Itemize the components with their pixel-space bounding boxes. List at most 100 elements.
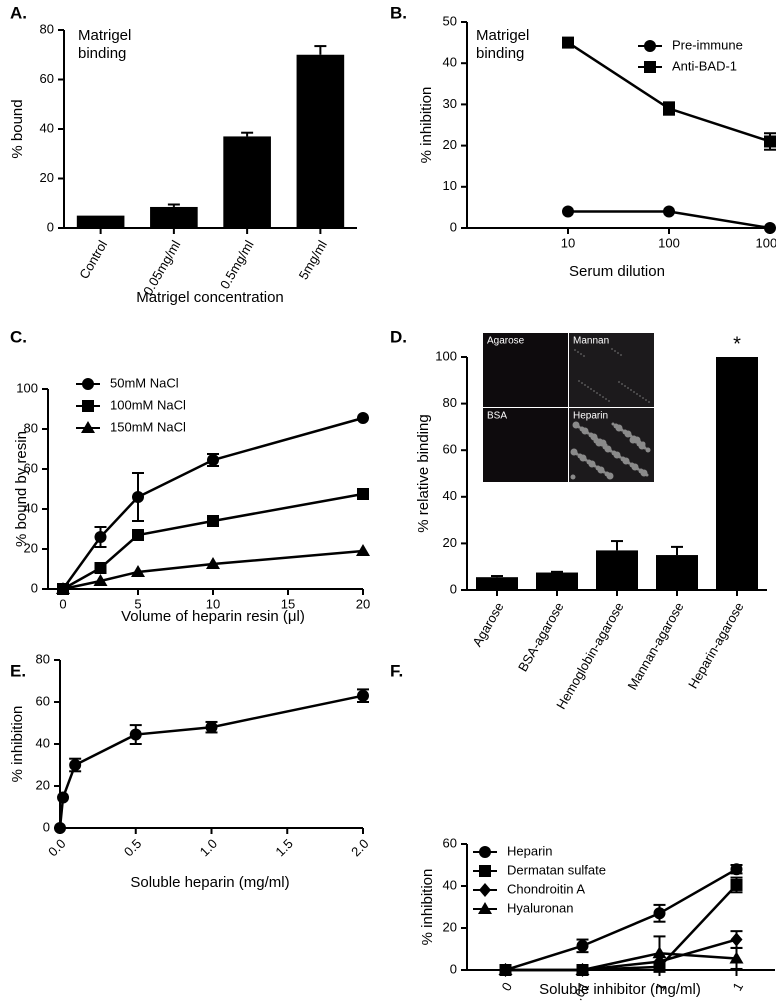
y-tick-label: 0 — [47, 219, 54, 234]
annotation: Matrigel — [78, 27, 131, 44]
x-axis-label: Matrigel concentration — [136, 289, 284, 306]
annotation: binding — [78, 45, 126, 62]
inset-speck — [620, 354, 622, 356]
marker — [132, 529, 144, 541]
marker — [54, 822, 66, 834]
series-line — [58, 694, 364, 829]
x-tick-label: 10 — [206, 596, 220, 611]
x-tick-label: 15 — [281, 596, 295, 611]
y-tick-label: 60 — [443, 835, 457, 850]
legend-label: 50mM NaCl — [110, 375, 179, 390]
y-tick-label: 60 — [443, 442, 457, 457]
x-tick-label: BSA-agarose — [515, 600, 567, 674]
inset-speck — [611, 348, 613, 350]
x-tick-label: Heparin-agarose — [685, 600, 746, 691]
marker — [764, 135, 776, 148]
marker — [357, 689, 369, 702]
inset-speck — [599, 394, 601, 396]
y-axis-label: % bound by resin — [13, 431, 30, 547]
marker — [81, 421, 95, 433]
legend-label: Heparin — [507, 843, 553, 858]
y-tick-label: 0 — [450, 219, 457, 234]
marker — [653, 907, 666, 920]
inset-speck — [617, 352, 619, 354]
inset-speck — [587, 386, 589, 388]
marker — [357, 412, 369, 424]
inset-speck — [590, 388, 592, 390]
y-tick-label: 40 — [24, 500, 38, 515]
x-tick-label: 10 — [561, 235, 575, 250]
marker — [764, 222, 776, 234]
inset-speck — [621, 383, 623, 385]
marker — [562, 36, 574, 49]
y-tick-label: 40 — [36, 735, 50, 750]
panel-label: E. — [10, 661, 26, 680]
y-tick-label: 40 — [443, 55, 457, 70]
marker — [94, 562, 107, 574]
inset-speck — [630, 389, 632, 391]
inset-label: Mannan — [573, 336, 609, 347]
marker — [663, 102, 675, 115]
inset-speck — [570, 474, 576, 480]
y-tick-label: 10 — [443, 178, 457, 193]
bar — [296, 54, 345, 228]
x-tick-label: Agarose — [469, 600, 506, 649]
y-tick-label: 20 — [36, 777, 50, 792]
inset-tile — [569, 333, 654, 407]
y-axis-label: % inhibition — [419, 869, 436, 946]
bar — [150, 206, 198, 228]
inset-speck — [577, 453, 583, 459]
panel-label: F. — [390, 661, 403, 680]
y-tick-label: 0 — [450, 581, 457, 596]
inset-speck — [636, 441, 642, 447]
marker — [562, 205, 574, 218]
x-tick-label: 5mg/ml — [296, 238, 330, 283]
inset-speck — [624, 385, 626, 387]
y-tick-label: 30 — [443, 96, 457, 111]
y-tick-label: 40 — [443, 877, 457, 892]
panel-label: A. — [10, 3, 27, 22]
legend-label: Anti-BAD-1 — [672, 58, 737, 73]
y-axis-label: % inhibition — [418, 87, 435, 164]
inset-tile — [483, 408, 568, 482]
y-axis-label: % inhibition — [9, 706, 26, 783]
marker — [131, 565, 145, 577]
marker — [479, 883, 491, 897]
marker — [652, 946, 667, 959]
inset-tile — [483, 333, 568, 407]
x-tick-label: 1.5 — [272, 836, 295, 859]
inset-speck — [584, 384, 586, 386]
y-tick-label: 20 — [40, 170, 54, 185]
inset-speck — [629, 436, 637, 444]
y-tick-label: 20 — [443, 137, 457, 152]
inset-speck — [595, 465, 601, 471]
bar — [476, 577, 518, 590]
y-tick-label: 100 — [435, 348, 457, 363]
panel-label: C. — [10, 327, 27, 346]
x-tick-label: 2.0 — [348, 836, 371, 859]
marker — [576, 939, 589, 952]
y-tick-label: 60 — [36, 693, 50, 708]
y-tick-label: 0 — [31, 580, 38, 595]
inset-speck — [622, 429, 628, 435]
y-tick-label: 0 — [43, 819, 50, 834]
marker — [82, 400, 94, 412]
inset-label: BSA — [487, 411, 507, 422]
marker — [498, 963, 513, 975]
bar — [656, 555, 698, 590]
inset-speck — [629, 462, 635, 468]
inset-speck — [638, 468, 644, 474]
x-tick-label: 20 — [356, 596, 370, 611]
marker — [644, 40, 656, 52]
y-tick-label: 40 — [443, 488, 457, 503]
marker — [129, 728, 142, 741]
marker — [82, 378, 94, 390]
legend-label: 100mM NaCl — [110, 397, 186, 412]
inset-speck — [580, 353, 582, 355]
marker — [207, 454, 219, 466]
marker — [56, 582, 70, 594]
x-axis-label: Soluble inhibitor (mg/ml) — [539, 981, 701, 998]
inset-speck — [614, 350, 616, 352]
marker — [69, 759, 82, 771]
series-line — [505, 938, 737, 972]
